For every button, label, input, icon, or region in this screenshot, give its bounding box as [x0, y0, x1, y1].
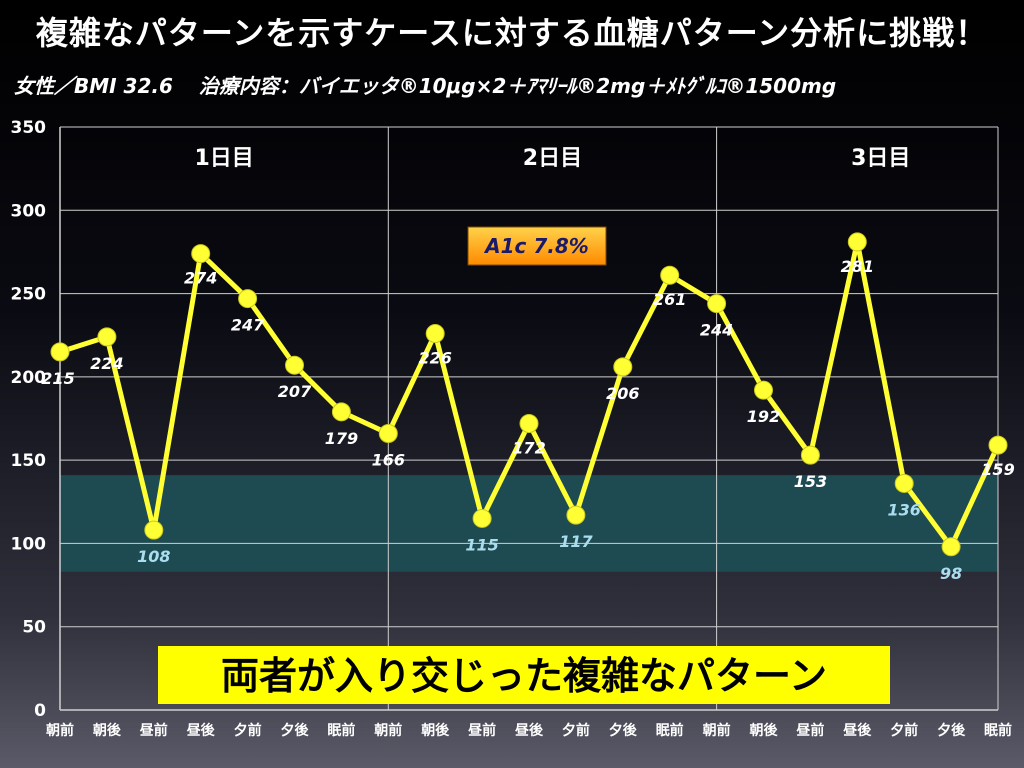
y-tick-label: 350 [11, 118, 47, 138]
a1c-badge: A1c 7.8% [467, 226, 607, 266]
x-tick-label: 眠前 [327, 722, 355, 739]
y-tick-label: 50 [22, 618, 46, 638]
callout-text: 両者が入り交じった複雑なパターン [221, 654, 827, 698]
data-point [941, 537, 961, 557]
data-label: 207 [278, 382, 312, 401]
callout-box: 両者が入り交じった複雑なパターン [158, 646, 890, 704]
data-point [519, 413, 539, 433]
a1c-badge-bg [467, 226, 607, 266]
data-point [988, 435, 1008, 455]
data-label: 108 [137, 547, 170, 566]
patient-profile: 女性／BMI 32.6 [14, 74, 173, 98]
data-point [847, 232, 867, 252]
x-tick-label: 夕前 [562, 722, 590, 739]
treatment-info: 治療内容：バイエッタ®10μg×2＋ｱﾏﾘｰﾙ®2mg＋ﾒﾄｸﾞﾙｺ®1500m… [198, 74, 837, 98]
data-label: 224 [90, 354, 123, 373]
x-tick-label: 夕前 [890, 722, 918, 739]
data-label: 261 [653, 290, 686, 309]
x-tick-label: 眠前 [656, 722, 684, 739]
data-label: 215 [41, 369, 74, 388]
data-point [894, 473, 914, 493]
data-label: 172 [512, 438, 545, 457]
x-tick-label: 朝後 [421, 722, 450, 739]
data-point [144, 520, 164, 540]
data-label: 115 [465, 535, 498, 554]
data-point [800, 445, 820, 465]
x-tick-label: 夕前 [234, 722, 262, 739]
data-label: 159 [981, 460, 1014, 479]
data-label: 281 [841, 257, 874, 276]
data-label: 117 [559, 532, 593, 551]
y-tick-label: 150 [11, 451, 47, 471]
data-label: 153 [794, 472, 827, 491]
data-point [425, 324, 445, 344]
target-range-band [60, 475, 998, 572]
data-point [238, 289, 258, 309]
x-tick-label: 朝後 [93, 722, 122, 739]
data-point [191, 244, 211, 264]
x-tick-label: 眠前 [984, 722, 1012, 739]
data-label: 136 [887, 500, 920, 519]
data-label: 179 [325, 429, 358, 448]
x-tick-label: 朝後 [750, 722, 779, 739]
data-label: 226 [418, 349, 451, 368]
x-tick-label: 朝前 [703, 722, 731, 739]
data-point [613, 357, 633, 377]
data-point [378, 423, 398, 443]
x-tick-label: 昼前 [140, 722, 168, 739]
data-point [97, 327, 117, 347]
callout-bg [158, 646, 890, 704]
x-tick-label: 夕後 [937, 722, 966, 739]
y-tick-label: 100 [11, 534, 47, 554]
data-point [50, 342, 70, 362]
x-tick-label: 昼後 [843, 722, 872, 739]
data-point [660, 265, 680, 285]
y-tick-label: 300 [11, 201, 47, 221]
slide-title: 複雑なパターンを示すケースに対する血糖パターン分析に挑戦！ [35, 14, 989, 52]
x-tick-label: 夕後 [609, 722, 638, 739]
data-label: 206 [606, 384, 639, 403]
x-tick-label: 朝前 [46, 722, 74, 739]
y-tick-label: 250 [11, 285, 47, 305]
data-label: 244 [700, 321, 733, 340]
data-label: 247 [231, 316, 265, 335]
x-tick-label: 昼後 [187, 722, 216, 739]
day-label: 3日目 [851, 146, 910, 171]
data-point [331, 402, 351, 422]
data-point [285, 355, 304, 375]
data-label: 98 [940, 564, 962, 583]
x-tick-label: 朝前 [374, 722, 402, 739]
x-tick-label: 昼前 [796, 722, 824, 739]
a1c-badge-text: A1c 7.8% [483, 234, 589, 258]
data-label: 166 [372, 450, 405, 469]
x-tick-label: 昼後 [515, 722, 544, 739]
data-label: 274 [184, 269, 217, 288]
y-tick-label: 0 [34, 701, 46, 721]
x-tick-label: 夕後 [281, 722, 310, 739]
x-tick-label: 昼前 [468, 722, 496, 739]
day-label: 1日目 [194, 146, 253, 171]
patient-info: 女性／BMI 32.6 治療内容：バイエッタ®10μg×2＋ｱﾏﾘｰﾙ®2mg＋ﾒ… [14, 70, 862, 99]
data-point [566, 505, 586, 525]
data-point [754, 380, 773, 400]
data-label: 192 [747, 407, 780, 426]
data-point [707, 294, 727, 314]
y-tick-label: 200 [11, 368, 47, 388]
day-label: 2日目 [523, 146, 582, 171]
data-point [472, 508, 492, 528]
